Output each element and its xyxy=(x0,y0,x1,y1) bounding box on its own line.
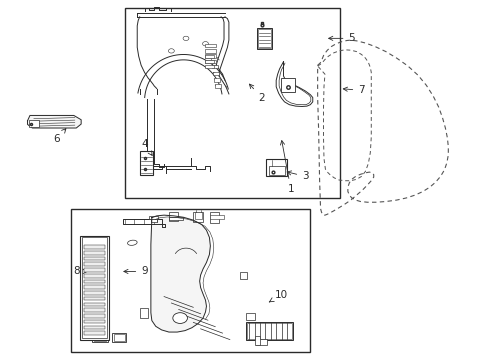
Text: 8: 8 xyxy=(73,266,87,276)
Bar xyxy=(204,60,214,63)
Ellipse shape xyxy=(172,313,187,323)
Bar xyxy=(83,303,105,306)
Bar xyxy=(214,78,220,82)
Bar xyxy=(80,235,109,339)
Bar xyxy=(83,268,105,272)
Bar xyxy=(256,28,272,49)
Polygon shape xyxy=(27,116,81,128)
Bar xyxy=(246,322,292,339)
Bar xyxy=(83,325,105,329)
Bar xyxy=(71,209,310,352)
Text: 9: 9 xyxy=(123,266,147,276)
Bar xyxy=(246,314,255,320)
Bar xyxy=(256,339,266,345)
Bar xyxy=(83,285,105,289)
Bar xyxy=(205,49,216,53)
Text: 2: 2 xyxy=(249,84,264,103)
Bar xyxy=(149,216,158,220)
Bar xyxy=(83,245,105,249)
Bar xyxy=(213,72,219,75)
Bar xyxy=(94,334,106,341)
Text: 4: 4 xyxy=(141,139,152,156)
Bar xyxy=(29,121,39,127)
Bar xyxy=(247,323,291,339)
Text: 6: 6 xyxy=(53,129,66,144)
Bar xyxy=(205,60,216,63)
Bar xyxy=(83,309,105,312)
Text: 1: 1 xyxy=(280,141,294,194)
Bar xyxy=(258,29,270,48)
Bar xyxy=(266,159,286,176)
Bar xyxy=(205,54,216,58)
Bar xyxy=(83,274,105,278)
Text: 3: 3 xyxy=(286,171,308,181)
Bar xyxy=(83,257,105,260)
Bar xyxy=(83,320,105,323)
Bar xyxy=(205,44,216,47)
Bar xyxy=(83,331,105,335)
Bar xyxy=(212,64,218,68)
Text: 7: 7 xyxy=(343,85,364,95)
Bar xyxy=(83,251,105,255)
Bar xyxy=(82,237,106,338)
Bar xyxy=(255,336,260,345)
Bar xyxy=(151,219,157,222)
Bar xyxy=(112,333,126,342)
Bar xyxy=(215,84,221,88)
Bar xyxy=(83,291,105,295)
Bar xyxy=(83,314,105,318)
Bar xyxy=(83,262,105,266)
Bar xyxy=(140,151,153,175)
Bar xyxy=(83,280,105,283)
Bar xyxy=(140,308,148,318)
Bar xyxy=(210,212,219,223)
Polygon shape xyxy=(151,215,210,332)
Bar xyxy=(268,166,285,175)
Bar xyxy=(168,217,182,220)
Bar xyxy=(280,78,295,92)
Bar xyxy=(194,212,201,220)
Text: 10: 10 xyxy=(269,290,287,302)
Bar xyxy=(92,333,108,342)
Bar xyxy=(211,57,217,61)
Bar xyxy=(239,272,247,279)
Bar xyxy=(168,212,177,221)
Bar xyxy=(204,65,214,68)
Bar xyxy=(125,8,339,198)
Bar xyxy=(210,215,224,220)
Text: 5: 5 xyxy=(328,33,354,43)
Bar xyxy=(193,212,203,222)
Ellipse shape xyxy=(127,240,137,246)
Bar xyxy=(204,55,214,58)
Bar xyxy=(114,334,124,341)
Bar xyxy=(83,297,105,301)
